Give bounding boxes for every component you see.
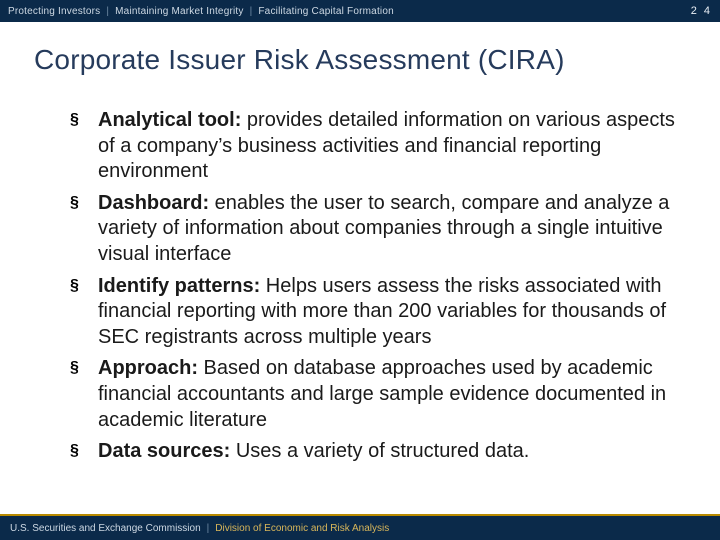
list-item: Data sources: Uses a variety of structur… (70, 439, 680, 465)
tagline-separator: | (106, 6, 109, 17)
footer-org: U.S. Securities and Exchange Commission (10, 523, 201, 534)
page-title: Corporate Issuer Risk Assessment (CIRA) (34, 44, 565, 76)
header-bar: Protecting Investors | Maintaining Marke… (0, 0, 720, 22)
bullet-lead: Identify patterns: (98, 275, 260, 297)
bullet-lead: Approach: (98, 357, 198, 379)
page-number: 2 4 (691, 5, 712, 17)
bullet-list: Analytical tool: provides detailed infor… (70, 108, 680, 465)
list-item: Dashboard: enables the user to search, c… (70, 191, 680, 268)
tagline-part-2: Maintaining Market Integrity (115, 6, 243, 17)
footer-division: Division of Economic and Risk Analysis (215, 523, 389, 534)
list-item: Approach: Based on database approaches u… (70, 356, 680, 433)
tagline-separator: | (250, 6, 253, 17)
list-item: Identify patterns: Helps users assess th… (70, 274, 680, 351)
bullet-lead: Dashboard: (98, 192, 209, 214)
header-tagline: Protecting Investors | Maintaining Marke… (8, 6, 394, 17)
footer-separator: | (207, 523, 210, 534)
footer-bar: U.S. Securities and Exchange Commission … (0, 514, 720, 540)
tagline-part-1: Protecting Investors (8, 6, 100, 17)
list-item: Analytical tool: provides detailed infor… (70, 108, 680, 185)
slide: Protecting Investors | Maintaining Marke… (0, 0, 720, 540)
bullet-text: Uses a variety of structured data. (230, 440, 529, 462)
bullet-lead: Data sources: (98, 440, 230, 462)
tagline-part-3: Facilitating Capital Formation (258, 6, 394, 17)
bullet-lead: Analytical tool: (98, 109, 241, 131)
content-area: Analytical tool: provides detailed infor… (70, 108, 680, 471)
